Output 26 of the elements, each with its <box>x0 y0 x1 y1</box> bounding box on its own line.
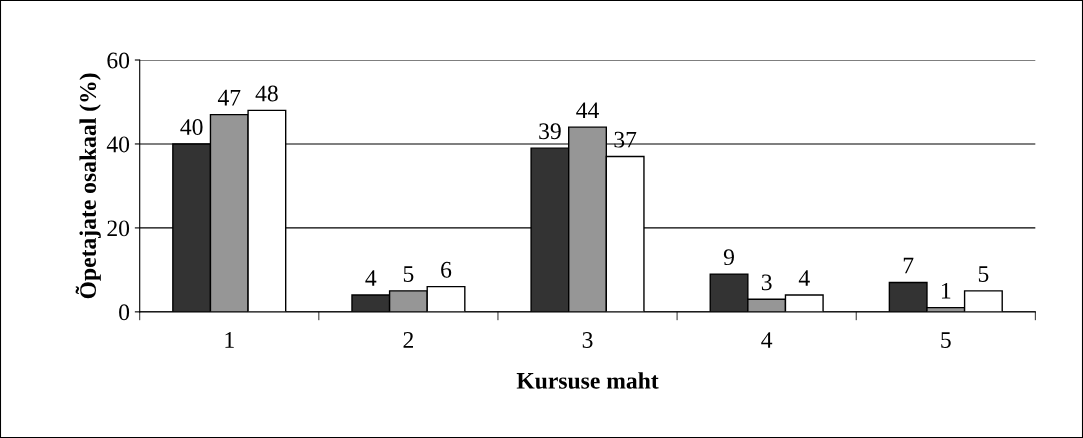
data-label: 37 <box>614 131 637 148</box>
data-label: 47 <box>217 89 241 106</box>
data-label: 5 <box>403 266 414 282</box>
x-axis-title: Kursuse maht <box>516 372 659 389</box>
y-axis-title: Õpetajate osakaal (%) <box>75 73 101 299</box>
x-tick-label: 4 <box>761 332 773 348</box>
data-label: 3 <box>761 274 772 291</box>
y-tick-label: 40 <box>106 136 130 153</box>
x-tick-label: 3 <box>582 332 593 348</box>
x-tick-label: 5 <box>941 332 951 348</box>
data-label: 4 <box>365 270 377 286</box>
y-tick-label: 20 <box>107 220 130 237</box>
data-label: 44 <box>576 102 599 118</box>
data-label: 48 <box>255 85 278 102</box>
data-label: 39 <box>539 123 561 140</box>
data-label: 9 <box>723 249 734 266</box>
data-label: 1 <box>941 282 951 299</box>
data-label: 7 <box>903 257 914 274</box>
data-label: 5 <box>978 266 989 282</box>
x-tick-label: 1 <box>225 332 234 348</box>
y-tick-label: 0 <box>119 304 130 321</box>
data-label: 6 <box>441 261 452 278</box>
data-label: 40 <box>180 119 203 135</box>
x-tick-label: 2 <box>403 332 413 348</box>
data-label: 4 <box>798 270 810 286</box>
y-tick-label: 60 <box>107 52 130 69</box>
